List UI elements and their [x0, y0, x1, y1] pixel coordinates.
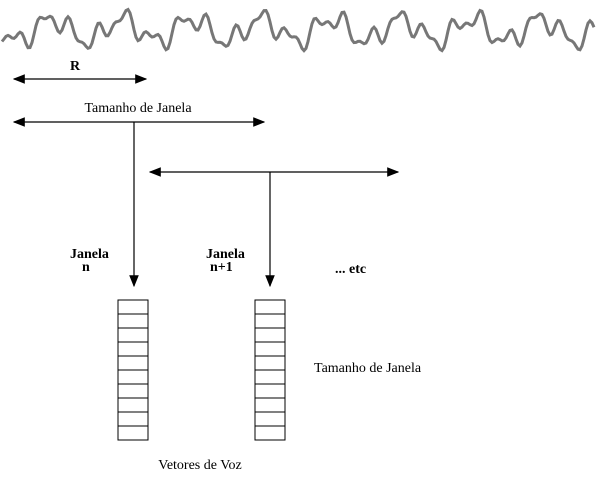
vector-cell — [117, 411, 149, 427]
window-size-label: Tamanho de Janela — [314, 361, 422, 376]
vector-cell — [117, 397, 149, 413]
vector-cell — [117, 327, 149, 343]
vector-cell — [254, 341, 286, 357]
window-label: n — [82, 260, 90, 275]
waveform — [0, 7, 596, 53]
vector-cell — [117, 425, 149, 441]
window-label: Janela — [70, 247, 109, 262]
vector-cell — [254, 355, 286, 371]
vector-cell — [254, 369, 286, 385]
vectors — [117, 299, 286, 441]
vectors-label: Vetores de Voz — [158, 458, 241, 473]
vector-cell — [117, 341, 149, 357]
vector-cell — [117, 313, 149, 329]
vector-cell — [254, 397, 286, 413]
vector-cell — [254, 383, 286, 399]
vector-cell — [254, 327, 286, 343]
window-size-label: Tamanho de Janela — [84, 101, 192, 116]
vector-cell — [117, 383, 149, 399]
vector-cell — [117, 355, 149, 371]
vector-cell — [254, 299, 286, 315]
vector-cell — [254, 411, 286, 427]
window-label: Janela — [206, 247, 245, 262]
vector-cell — [254, 425, 286, 441]
vector-cell — [254, 313, 286, 329]
window-label: n+1 — [210, 260, 233, 275]
etc-label: ... etc — [335, 262, 366, 277]
hop-label: R — [70, 59, 81, 74]
vector-cell — [117, 369, 149, 385]
vector-cell — [117, 299, 149, 315]
